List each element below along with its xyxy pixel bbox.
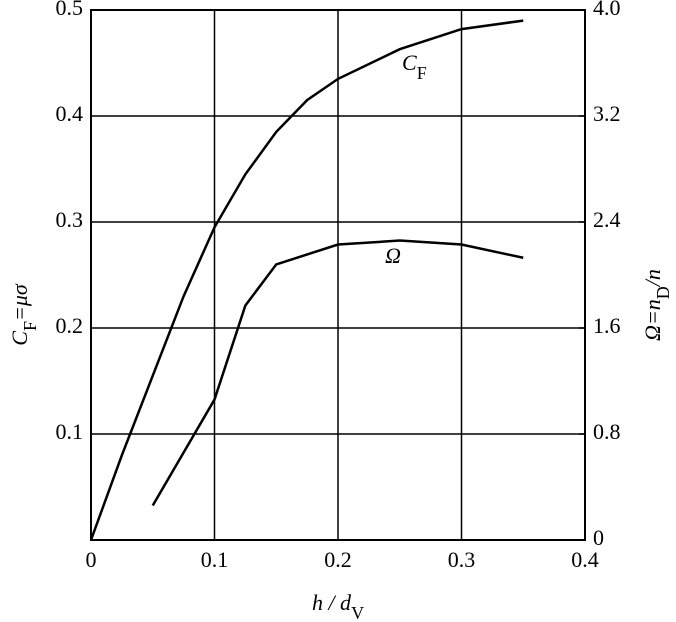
y-tick-label: 0.2 — [56, 313, 84, 338]
y-axis-label-part: =μσ — [7, 283, 32, 321]
y2-tick-label: 1.6 — [593, 313, 621, 338]
x-axis-label-part: V — [351, 603, 364, 622]
y2-tick-label: 2.4 — [593, 207, 621, 232]
x-tick-label: 0.3 — [448, 547, 476, 572]
plot-frame — [90, 9, 586, 541]
y-axis-label-part: F — [20, 321, 40, 331]
y2-axis-label-part: Ω=n — [640, 299, 665, 341]
series-line — [89, 19, 524, 541]
curve-label: Ω — [385, 243, 401, 268]
y2-axis-label-part: /n — [640, 269, 665, 288]
y2-axis-label-part: D — [653, 286, 673, 299]
curve-label: CF — [402, 50, 427, 83]
y-tick-label: 0.3 — [56, 207, 84, 232]
series-line — [151, 239, 524, 507]
curve-label-part: Ω — [385, 243, 401, 268]
y2-tick-label: 4.0 — [593, 0, 621, 20]
x-axis-label-part: h / d — [312, 590, 352, 615]
curve-label-part: F — [417, 63, 427, 83]
y2-tick-label: 3.2 — [593, 101, 621, 126]
y2-tick-label: 0.8 — [593, 419, 621, 444]
curve-label-part: C — [402, 50, 417, 75]
y-tick-label: 0.5 — [56, 0, 84, 20]
x-tick-label: 0 — [86, 547, 97, 572]
x-axis-label: h / dV — [312, 590, 364, 622]
y-tick-label: 0.1 — [56, 419, 84, 444]
y-axis-label-part: C — [7, 331, 32, 346]
x-tick-label: 0.2 — [324, 547, 352, 572]
y-tick-label: 0.4 — [56, 101, 84, 126]
x-tick-label: 0.4 — [571, 547, 599, 572]
x-tick-label: 0.1 — [201, 547, 229, 572]
y2-axis-label: Ω=nD/n — [640, 269, 673, 341]
y-axis-label: CF=μσ — [7, 283, 40, 346]
y2-tick-label: 0 — [593, 525, 604, 550]
